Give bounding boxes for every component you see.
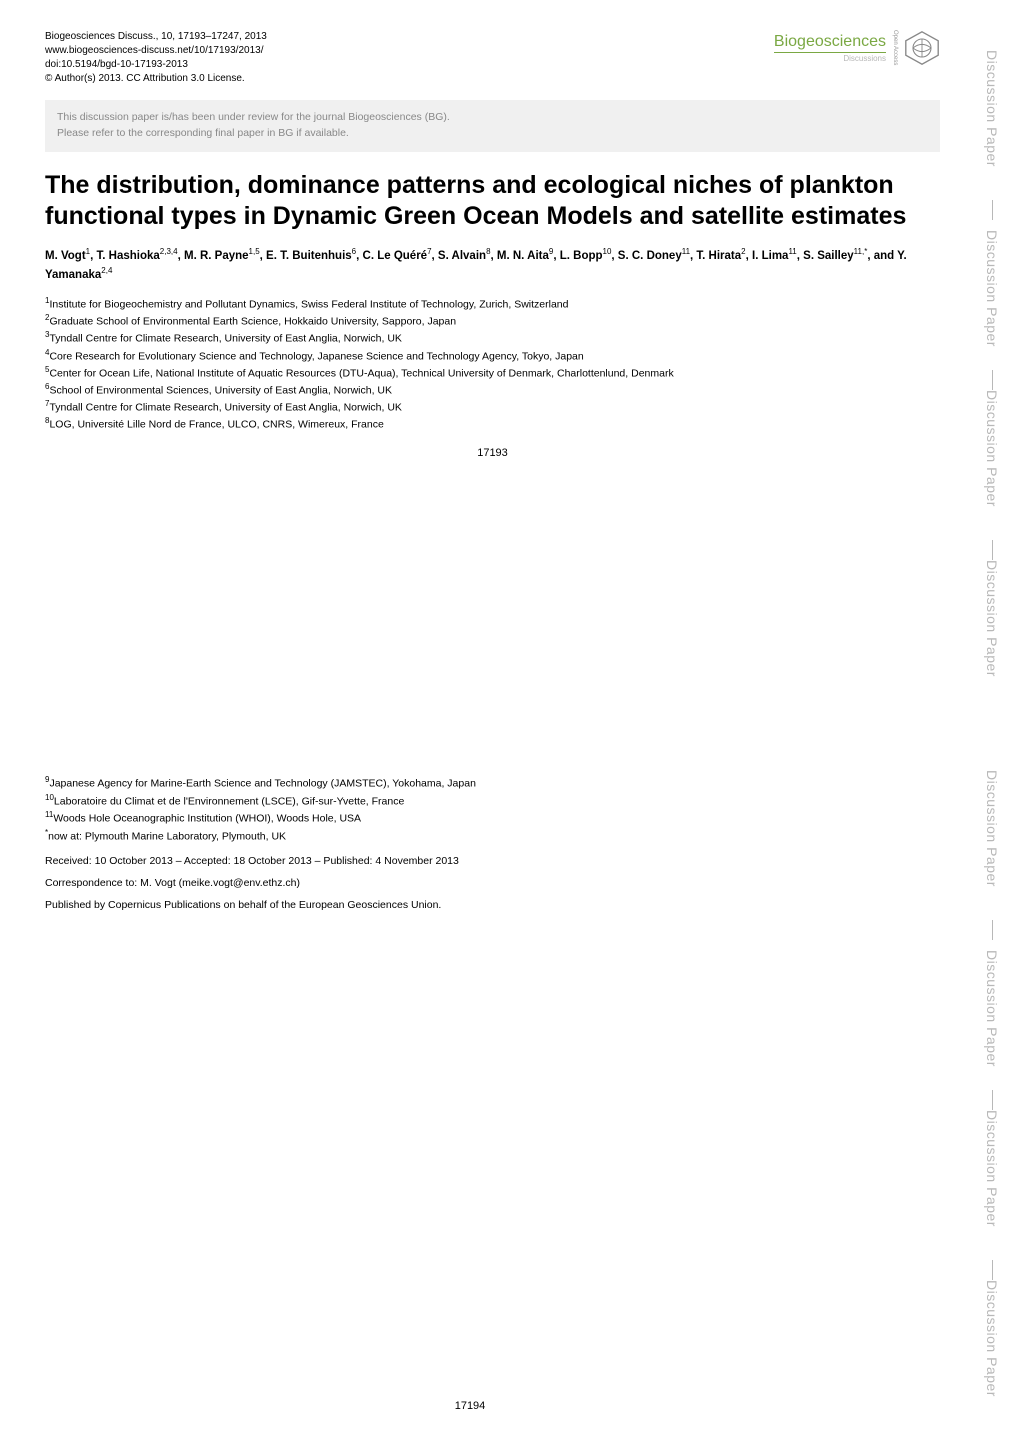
side-label: Discussion Paper bbox=[984, 50, 1000, 167]
header-row: Biogeosciences Discuss., 10, 17193–17247… bbox=[45, 30, 940, 86]
journal-name: Biogeosciences bbox=[774, 33, 886, 53]
side-divider bbox=[992, 1090, 993, 1110]
publisher-line: Published by Copernicus Publications on … bbox=[45, 899, 940, 911]
affiliation: 11Woods Hole Oceanographic Institution (… bbox=[45, 809, 940, 827]
affiliation: 5Center for Ocean Life, National Institu… bbox=[45, 364, 940, 381]
author-list: M. Vogt1, T. Hashioka2,3,4, M. R. Payne1… bbox=[45, 246, 940, 283]
side-label: Discussion Paper bbox=[984, 770, 1000, 887]
affiliations-page1: 1Institute for Biogeochemistry and Pollu… bbox=[45, 295, 940, 433]
page-number: 17193 bbox=[45, 447, 940, 459]
citation-line: Biogeosciences Discuss., 10, 17193–17247… bbox=[45, 30, 267, 44]
notice-line: This discussion paper is/has been under … bbox=[57, 110, 928, 126]
review-notice: This discussion paper is/has been under … bbox=[45, 100, 940, 152]
affiliation: 2Graduate School of Environmental Earth … bbox=[45, 312, 940, 329]
journal-logo: Biogeosciences Discussions Open Access bbox=[774, 30, 940, 66]
page-1: Discussion Paper Discussion Paper Discus… bbox=[0, 0, 1020, 720]
citation-line: doi:10.5194/bgd-10-17193-2013 bbox=[45, 58, 267, 72]
affiliation: 6School of Environmental Sciences, Unive… bbox=[45, 381, 940, 398]
side-label: Discussion Paper bbox=[984, 560, 1000, 677]
side-label: Discussion Paper bbox=[984, 1280, 1000, 1397]
page-2: Discussion Paper Discussion Paper Discus… bbox=[0, 720, 1020, 1442]
citation-block: Biogeosciences Discuss., 10, 17193–17247… bbox=[45, 30, 267, 86]
egu-logo-icon bbox=[904, 30, 940, 66]
notice-line: Please refer to the corresponding final … bbox=[57, 126, 928, 142]
side-divider bbox=[992, 200, 993, 220]
open-access-label: Open Access bbox=[892, 30, 898, 65]
citation-line: www.biogeosciences-discuss.net/10/17193/… bbox=[45, 44, 267, 58]
affiliation: 9Japanese Agency for Marine-Earth Scienc… bbox=[45, 774, 940, 792]
affiliation: 3Tyndall Centre for Climate Research, Un… bbox=[45, 329, 940, 346]
page-number: 17194 bbox=[0, 1400, 940, 1412]
journal-sub: Discussions bbox=[774, 54, 886, 63]
affiliation: *now at: Plymouth Marine Laboratory, Ply… bbox=[45, 827, 940, 845]
side-label: Discussion Paper bbox=[984, 1110, 1000, 1227]
dates-line: Received: 10 October 2013 – Accepted: 18… bbox=[45, 855, 940, 867]
correspondence-line: Correspondence to: M. Vogt (meike.vogt@e… bbox=[45, 877, 940, 889]
affiliation: 4Core Research for Evolutionary Science … bbox=[45, 347, 940, 364]
affiliation: 10Laboratoire du Climat et de l'Environn… bbox=[45, 792, 940, 810]
side-label: Discussion Paper bbox=[984, 950, 1000, 1067]
logo-text-block: Biogeosciences Discussions bbox=[774, 33, 886, 63]
side-label: Discussion Paper bbox=[984, 230, 1000, 347]
side-divider bbox=[992, 540, 993, 560]
side-label: Discussion Paper bbox=[984, 390, 1000, 507]
affiliations-page2: 9Japanese Agency for Marine-Earth Scienc… bbox=[45, 774, 940, 845]
affiliation: 1Institute for Biogeochemistry and Pollu… bbox=[45, 295, 940, 312]
affiliation: 8LOG, Université Lille Nord de France, U… bbox=[45, 415, 940, 432]
side-divider bbox=[992, 1260, 993, 1280]
paper-title: The distribution, dominance patterns and… bbox=[45, 170, 940, 233]
side-divider bbox=[992, 920, 993, 940]
affiliation: 7Tyndall Centre for Climate Research, Un… bbox=[45, 398, 940, 415]
side-divider bbox=[992, 370, 993, 390]
citation-line: © Author(s) 2013. CC Attribution 3.0 Lic… bbox=[45, 72, 267, 86]
